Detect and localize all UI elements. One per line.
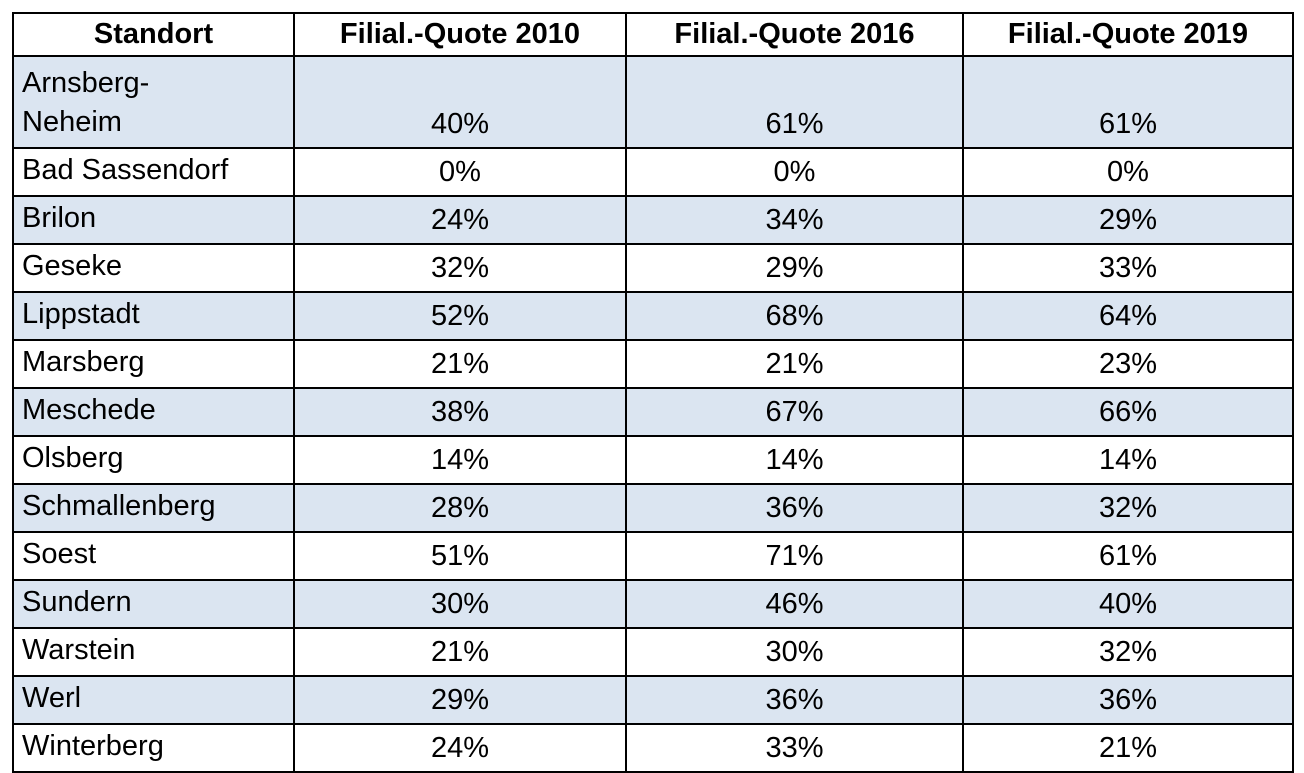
cell-quote-2010: 21%: [293, 339, 627, 389]
cell-quote-2016: 30%: [625, 627, 964, 677]
cell-quote-2019: 64%: [962, 291, 1294, 341]
cell-quote-2016: 61%: [625, 55, 964, 149]
cell-quote-2010: 52%: [293, 291, 627, 341]
table-row: Schmallenberg 28% 36% 32%: [12, 483, 1294, 533]
cell-standort: Sundern: [12, 579, 295, 629]
filial-quote-table-container: Standort Filial.-Quote 2010 Filial.-Quot…: [12, 12, 1294, 773]
cell-standort: Marsberg: [12, 339, 295, 389]
column-header-standort: Standort: [12, 12, 295, 57]
cell-quote-2016: 29%: [625, 243, 964, 293]
cell-quote-2010: 28%: [293, 483, 627, 533]
cell-quote-2010: 0%: [293, 147, 627, 197]
table-row: Marsberg 21% 21% 23%: [12, 339, 1294, 389]
cell-standort: Arnsberg- Neheim: [12, 55, 295, 149]
table-row: Winterberg 24% 33% 21%: [12, 723, 1294, 773]
cell-standort: Lippstadt: [12, 291, 295, 341]
table-row: Geseke 32% 29% 33%: [12, 243, 1294, 293]
cell-standort: Werl: [12, 675, 295, 725]
cell-quote-2010: 40%: [293, 55, 627, 149]
cell-standort: Meschede: [12, 387, 295, 437]
cell-quote-2010: 38%: [293, 387, 627, 437]
table-row: Bad Sassendorf 0% 0% 0%: [12, 147, 1294, 197]
cell-quote-2016: 14%: [625, 435, 964, 485]
cell-quote-2016: 33%: [625, 723, 964, 773]
cell-quote-2019: 23%: [962, 339, 1294, 389]
column-header-quote-2010: Filial.-Quote 2010: [293, 12, 627, 57]
table-row: Lippstadt 52% 68% 64%: [12, 291, 1294, 341]
table-row: Meschede 38% 67% 66%: [12, 387, 1294, 437]
column-header-quote-2016: Filial.-Quote 2016: [625, 12, 964, 57]
cell-quote-2019: 33%: [962, 243, 1294, 293]
cell-standort: Brilon: [12, 195, 295, 245]
table-row: Sundern 30% 46% 40%: [12, 579, 1294, 629]
cell-quote-2010: 14%: [293, 435, 627, 485]
cell-quote-2016: 0%: [625, 147, 964, 197]
table-row: Olsberg 14% 14% 14%: [12, 435, 1294, 485]
cell-quote-2010: 30%: [293, 579, 627, 629]
cell-quote-2019: 36%: [962, 675, 1294, 725]
cell-quote-2016: 36%: [625, 483, 964, 533]
table-row: Arnsberg- Neheim 40% 61% 61%: [12, 55, 1294, 149]
table-row: Brilon 24% 34% 29%: [12, 195, 1294, 245]
cell-quote-2016: 21%: [625, 339, 964, 389]
cell-quote-2016: 46%: [625, 579, 964, 629]
cell-standort: Olsberg: [12, 435, 295, 485]
cell-quote-2010: 24%: [293, 195, 627, 245]
table-body: Arnsberg- Neheim 40% 61% 61% Bad Sassend…: [12, 55, 1294, 773]
cell-quote-2019: 32%: [962, 483, 1294, 533]
cell-quote-2010: 29%: [293, 675, 627, 725]
cell-quote-2019: 61%: [962, 531, 1294, 581]
cell-quote-2019: 66%: [962, 387, 1294, 437]
cell-quote-2019: 29%: [962, 195, 1294, 245]
table-row: Werl 29% 36% 36%: [12, 675, 1294, 725]
cell-quote-2019: 32%: [962, 627, 1294, 677]
cell-quote-2010: 32%: [293, 243, 627, 293]
cell-quote-2010: 24%: [293, 723, 627, 773]
table-header: Standort Filial.-Quote 2010 Filial.-Quot…: [12, 12, 1294, 57]
cell-standort: Soest: [12, 531, 295, 581]
column-header-quote-2019: Filial.-Quote 2019: [962, 12, 1294, 57]
cell-quote-2010: 21%: [293, 627, 627, 677]
cell-quote-2010: 51%: [293, 531, 627, 581]
table-row: Soest 51% 71% 61%: [12, 531, 1294, 581]
cell-quote-2019: 21%: [962, 723, 1294, 773]
cell-quote-2016: 36%: [625, 675, 964, 725]
cell-quote-2019: 61%: [962, 55, 1294, 149]
cell-standort: Geseke: [12, 243, 295, 293]
cell-standort: Warstein: [12, 627, 295, 677]
filial-quote-table: Standort Filial.-Quote 2010 Filial.-Quot…: [12, 12, 1294, 773]
cell-quote-2016: 68%: [625, 291, 964, 341]
table-row: Warstein 21% 30% 32%: [12, 627, 1294, 677]
cell-quote-2019: 14%: [962, 435, 1294, 485]
cell-quote-2019: 40%: [962, 579, 1294, 629]
header-row: Standort Filial.-Quote 2010 Filial.-Quot…: [12, 12, 1294, 57]
cell-quote-2016: 67%: [625, 387, 964, 437]
cell-standort: Schmallenberg: [12, 483, 295, 533]
cell-quote-2016: 34%: [625, 195, 964, 245]
cell-standort: Winterberg: [12, 723, 295, 773]
cell-quote-2016: 71%: [625, 531, 964, 581]
cell-standort: Bad Sassendorf: [12, 147, 295, 197]
cell-quote-2019: 0%: [962, 147, 1294, 197]
